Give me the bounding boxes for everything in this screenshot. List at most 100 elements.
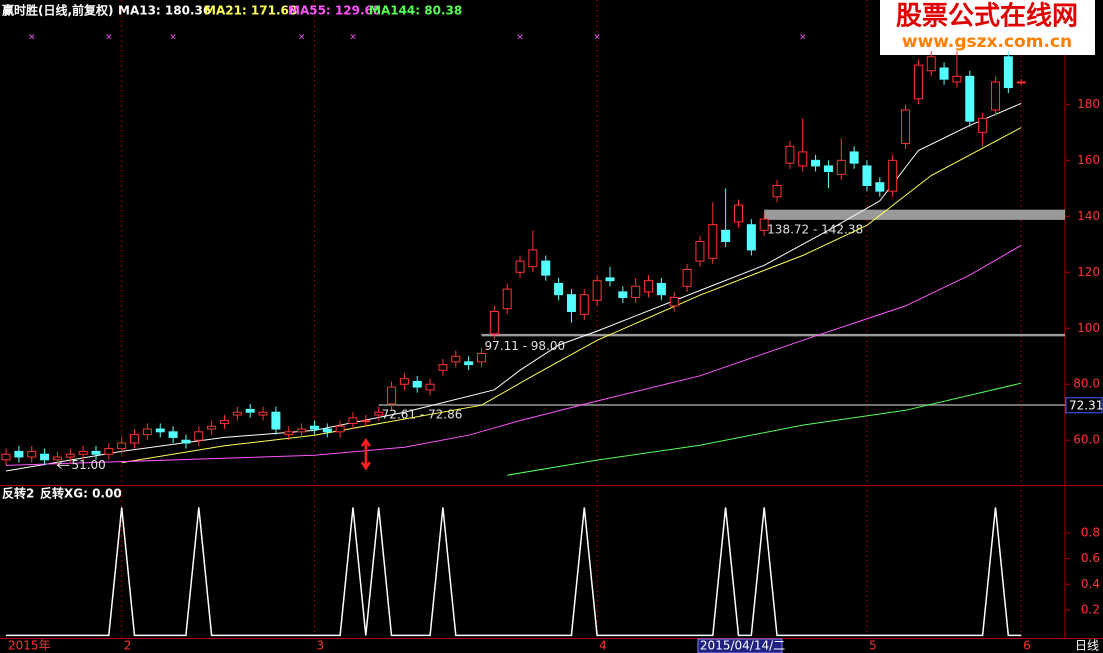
level-label: 97.11 - 98.00 xyxy=(484,339,565,353)
candle-body xyxy=(733,204,743,223)
candle-body xyxy=(644,280,654,293)
candle-body xyxy=(476,352,486,363)
candle-body xyxy=(219,420,229,424)
candle-body xyxy=(862,165,872,187)
candle-body xyxy=(528,249,538,268)
level-band xyxy=(764,209,1065,220)
candle-body xyxy=(695,241,705,262)
y-tick-label: 160 xyxy=(1077,153,1100,167)
signal-arrow xyxy=(360,437,371,471)
price-label-box xyxy=(1065,397,1103,414)
candle-body xyxy=(592,280,602,301)
legend-entry: MA13: 180.36 xyxy=(118,4,211,18)
candle-body xyxy=(913,64,923,100)
candle-body xyxy=(168,431,178,438)
candle-body xyxy=(631,285,641,298)
candle-body xyxy=(798,151,808,167)
indicator-subtitle: 反转XG: 0.00 xyxy=(40,486,122,501)
candle-body xyxy=(888,159,898,192)
candle-body xyxy=(721,229,731,243)
candle-body xyxy=(566,294,576,312)
y-tick-label: 140 xyxy=(1077,209,1100,223)
candle-body xyxy=(952,75,962,83)
candle-body xyxy=(284,431,294,436)
candle-body xyxy=(374,411,384,416)
candle-body xyxy=(541,260,551,276)
y-tick-label: 0.6 xyxy=(1081,551,1100,565)
candle-body xyxy=(965,75,975,122)
candle-body xyxy=(785,145,795,164)
y-tick-label: 60.0 xyxy=(1073,433,1100,447)
candle-body xyxy=(656,282,666,296)
candle-body xyxy=(271,411,281,430)
x-tick-label: 5 xyxy=(869,639,877,653)
ma-line xyxy=(507,382,1022,476)
candle-body xyxy=(708,224,718,259)
signal-marker: × xyxy=(169,33,177,43)
candle-body xyxy=(464,361,474,366)
signal-marker: × xyxy=(349,33,357,43)
level-label: 138.72 - 142.38 xyxy=(767,222,863,236)
candle-body xyxy=(823,165,833,173)
signal-marker: × xyxy=(105,33,113,43)
level-band xyxy=(378,404,1065,406)
candle-body xyxy=(451,355,461,363)
candle-body xyxy=(78,450,88,455)
candle-body xyxy=(939,67,949,80)
level-label: 72.61 - 72.86 xyxy=(382,407,463,421)
candle-body xyxy=(438,364,448,371)
candle-body xyxy=(579,294,589,315)
ma-line xyxy=(121,127,1022,464)
level-band xyxy=(481,333,1066,337)
cursor-date-label: 2015/04/14/二 xyxy=(700,639,785,653)
y-tick-label: 0.2 xyxy=(1081,602,1100,616)
indicator-line xyxy=(6,507,1022,637)
candle-body xyxy=(52,456,62,461)
legend-entry: MA144: 80.38 xyxy=(369,4,462,18)
indicator-title: 反转2 xyxy=(2,486,34,501)
y-tick-label: 80.0 xyxy=(1073,377,1100,391)
candle-body xyxy=(759,218,769,231)
signal-marker: × xyxy=(28,33,36,43)
y-tick-label: 0.4 xyxy=(1081,577,1100,591)
y-tick-label: 120 xyxy=(1077,265,1100,279)
candle-body xyxy=(425,383,435,391)
x-tick-label: 4 xyxy=(599,639,607,653)
candle-body xyxy=(181,439,191,444)
watermark-url: www.gszx.com.cn xyxy=(902,32,1072,52)
x-tick-label: 2015年 xyxy=(8,639,51,653)
candle-body xyxy=(746,224,756,251)
candle-body xyxy=(926,56,936,72)
candle-body xyxy=(669,296,679,307)
candle-body xyxy=(245,408,255,413)
signal-marker: × xyxy=(799,33,807,43)
legend-entry: MA21: 171.68 xyxy=(204,4,297,18)
annotation-arrow xyxy=(56,462,70,469)
x-tick-label: 3 xyxy=(316,639,324,653)
candle-body xyxy=(554,282,564,296)
candle-body xyxy=(502,288,512,310)
signal-marker: × xyxy=(593,33,601,43)
signal-marker: × xyxy=(516,33,524,43)
candle-body xyxy=(130,434,140,444)
candle-body xyxy=(27,450,37,458)
price-label: 72.31 xyxy=(1069,398,1103,412)
candle-body xyxy=(207,425,217,430)
candle-body xyxy=(65,453,75,458)
candle-body xyxy=(258,411,268,416)
candle-body xyxy=(387,386,397,405)
candle-body xyxy=(811,159,821,167)
candle-body xyxy=(361,420,371,423)
candle-body xyxy=(232,411,242,416)
ma-line xyxy=(5,244,1022,466)
candle-body xyxy=(40,453,50,461)
candle-body xyxy=(155,428,165,433)
chart-title: 赢时胜(日线,前复权) xyxy=(2,3,114,18)
signal-marker: × xyxy=(298,33,306,43)
candle-body xyxy=(901,109,911,145)
candle-body xyxy=(836,159,846,175)
candle-body xyxy=(515,260,525,273)
candle-body xyxy=(849,151,859,164)
